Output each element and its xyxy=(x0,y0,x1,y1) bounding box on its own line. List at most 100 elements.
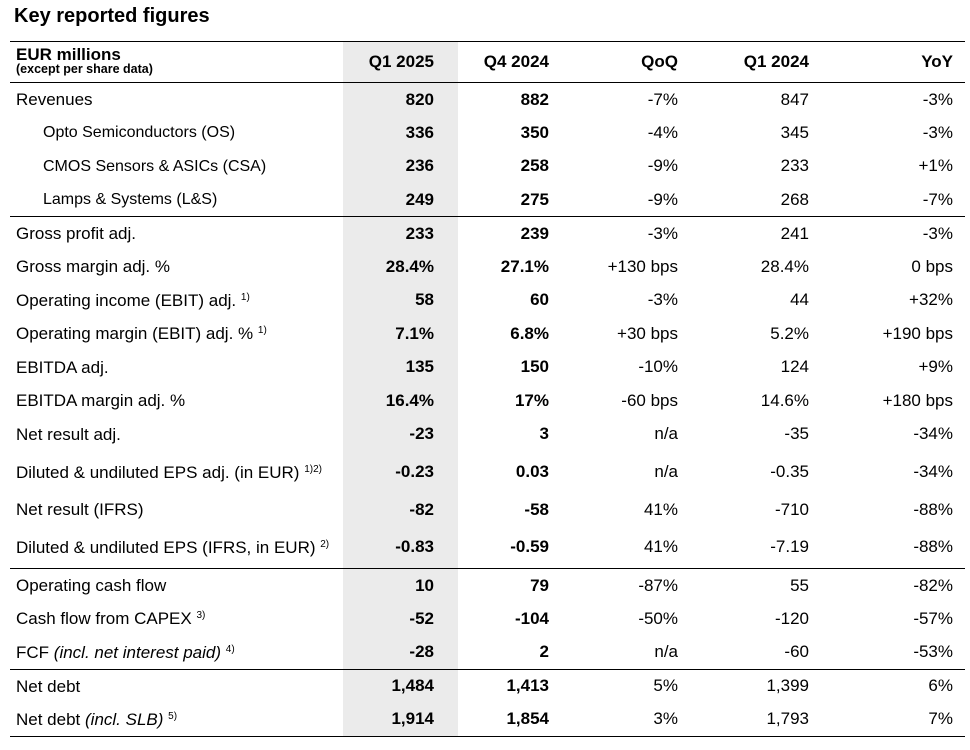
cell-q1-2025: -0.23 xyxy=(343,451,458,493)
cell-q1-2025: -52 xyxy=(343,602,458,636)
table-row: Diluted & undiluted EPS (IFRS, in EUR) 2… xyxy=(10,526,965,569)
row-label: Diluted & undiluted EPS adj. (in EUR) 1)… xyxy=(10,451,343,493)
cell-qoq: n/a xyxy=(654,642,678,661)
table-row: Operating cash flow 10 79 -87% 55 -82% xyxy=(10,568,965,602)
cell-q1-2024: 1,399 xyxy=(716,668,847,703)
cell-qoq: -60 bps xyxy=(621,390,678,410)
cell-q1-2024: 14.6% xyxy=(760,390,809,410)
cell-qoq: -7% xyxy=(647,89,678,109)
table-row: Operating income (EBIT) adj. 1) 58 60 -3% 44… xyxy=(10,283,965,318)
cell-yoy: -82% xyxy=(847,568,965,602)
cell-q1-2024: -120 xyxy=(774,608,809,628)
cell-q4-2024: 882 xyxy=(520,89,549,109)
cell-q1-2024: -710 xyxy=(774,499,809,519)
row-label: EBITDA margin adj. % xyxy=(10,384,343,418)
row-label: Diluted & undiluted EPS (IFRS, in EUR) 2… xyxy=(10,527,343,569)
row-label-text: EBITDA margin adj. % xyxy=(16,391,186,411)
row-label-text: EBITDA adj. xyxy=(16,357,109,377)
cell-q4-2024: 1,854 xyxy=(458,702,591,737)
row-label-text: Diluted & undiluted EPS (IFRS, in EUR) xyxy=(16,537,316,557)
key-figures-table: EUR millions (except per share data) Q1 … xyxy=(10,41,965,737)
row-label-text: Net result (IFRS) xyxy=(16,500,144,520)
table-row: EBITDA margin adj. % 16.4% 17% -60 bps 14.6%… xyxy=(10,384,965,418)
footnote-ref: 3) xyxy=(196,610,206,622)
cell-q4-2024: 258 xyxy=(520,156,549,176)
cell-qoq: -50% xyxy=(638,608,678,628)
page-title: Key reported figures xyxy=(14,5,210,27)
footnote-ref: 1) xyxy=(257,325,267,337)
row-label: Lamps & Systems (L&S) xyxy=(10,183,343,217)
row-label: Gross margin adj. % xyxy=(10,250,343,284)
cell-q4-2024: -58 xyxy=(524,499,549,519)
cell-q4-2024: 6.8% xyxy=(510,323,549,343)
table-row: Revenues 820 882 -7% 847 -3% xyxy=(10,82,965,116)
col-header-q1-2025: Q1 2025 xyxy=(343,41,458,83)
cell-yoy: +1% xyxy=(918,156,954,176)
cell-qoq: -87% xyxy=(591,568,716,602)
cell-q1-2025: 28.4% xyxy=(343,250,458,284)
row-label-text: Gross profit adj. xyxy=(16,224,136,243)
row-label: Net result adj. xyxy=(10,418,343,452)
cell-qoq: 5% xyxy=(591,668,716,703)
cell-yoy: 7% xyxy=(847,702,965,737)
table-row: Opto Semiconductors (OS) 336 350 -4% 345 -3% xyxy=(10,116,965,150)
cell-qoq: -10% xyxy=(638,357,678,377)
table-row: Operating margin (EBIT) adj. % 1) 7.1% 6.8… xyxy=(10,317,965,351)
cell-q1-2025: 820 xyxy=(343,82,458,116)
cell-q4-2024: 27.1% xyxy=(500,256,549,276)
cell-q1-2025: 336 xyxy=(343,116,458,150)
cell-q1-2024: 55 xyxy=(716,568,847,602)
table-row: Net result (IFRS) -82 -58 41% -710 -88% xyxy=(10,493,965,527)
cell-q1-2025: -82 xyxy=(343,493,458,527)
cell-q1-2024: 847 xyxy=(780,89,809,109)
cell-q4-2024: 1,413 xyxy=(458,668,591,703)
row-label: Operating income (EBIT) adj. 1) xyxy=(10,284,343,318)
cell-q1-2025: 10 xyxy=(343,568,458,602)
header-row: EUR millions (except per share data) Q1 … xyxy=(10,41,965,83)
cell-q1-2025: -28 xyxy=(343,635,458,669)
cell-yoy: -3% xyxy=(922,89,953,109)
table-row: Cash flow from CAPEX 3) -52 -104 -50% -120 -5… xyxy=(10,602,965,636)
row-label-text: Cash flow from CAPEX xyxy=(16,609,192,629)
footnote-ref: 1) xyxy=(240,291,250,303)
row-label: EBITDA adj. xyxy=(10,351,343,385)
table-row: Net debt 1,484 1,413 5% 1,399 6% xyxy=(10,668,965,703)
cell-q4-2024: 275 xyxy=(520,189,549,209)
cell-q1-2024: 28.4% xyxy=(760,256,809,276)
cell-q1-2025: -23 xyxy=(343,417,458,451)
cell-yoy: -57% xyxy=(913,608,953,628)
header-label-cell: EUR millions (except per share data) xyxy=(10,41,343,83)
row-label: Gross profit adj. xyxy=(10,216,343,250)
col-header-yoy: YoY xyxy=(847,41,965,83)
cell-yoy: 0 bps xyxy=(911,256,953,276)
cell-q1-2025: 135 xyxy=(343,350,458,384)
table-row: CMOS Sensors & ASICs (CSA) 236 258 -9% 233 +1… xyxy=(10,149,965,183)
cell-q1-2024: -35 xyxy=(784,424,809,444)
cell-q1-2025: 58 xyxy=(343,283,458,317)
cell-yoy: -53% xyxy=(913,642,953,661)
table-row: Net debt (incl. SLB) 5) 1,914 1,854 3% 1,793… xyxy=(10,702,965,737)
cell-qoq: -4% xyxy=(647,122,678,142)
cell-q1-2025: -0.83 xyxy=(343,526,458,569)
cell-yoy: +32% xyxy=(909,290,953,310)
row-label-text: Operating cash flow xyxy=(16,576,167,595)
col-header-q4-2024: Q4 2024 xyxy=(458,41,591,83)
cell-q1-2025: 249 xyxy=(343,183,458,217)
cell-q1-2024: 268 xyxy=(780,189,809,209)
cell-q1-2025: 16.4% xyxy=(343,384,458,418)
row-label-text: Revenues xyxy=(16,90,93,109)
table-row: Diluted & undiluted EPS adj. (in EUR) 1)… xyxy=(10,451,965,493)
cell-qoq: -9% xyxy=(647,189,678,209)
footnote-ref: 5) xyxy=(168,710,178,722)
table-row: Lamps & Systems (L&S) 249 275 -9% 268 -7% xyxy=(10,183,965,217)
cell-qoq: -3% xyxy=(647,290,678,310)
cell-q4-2024: 0.03 xyxy=(515,462,549,481)
cell-yoy: +180 bps xyxy=(882,390,953,410)
cell-q1-2025: 1,484 xyxy=(343,668,458,703)
row-label: Cash flow from CAPEX 3) xyxy=(10,602,343,636)
cell-qoq: 41% xyxy=(643,499,678,519)
cell-q4-2024: 3 xyxy=(539,424,549,444)
row-label-text: Net debt xyxy=(16,709,81,729)
cell-qoq: 41% xyxy=(643,537,678,557)
header-sublabel: (except per share data) xyxy=(16,62,153,76)
